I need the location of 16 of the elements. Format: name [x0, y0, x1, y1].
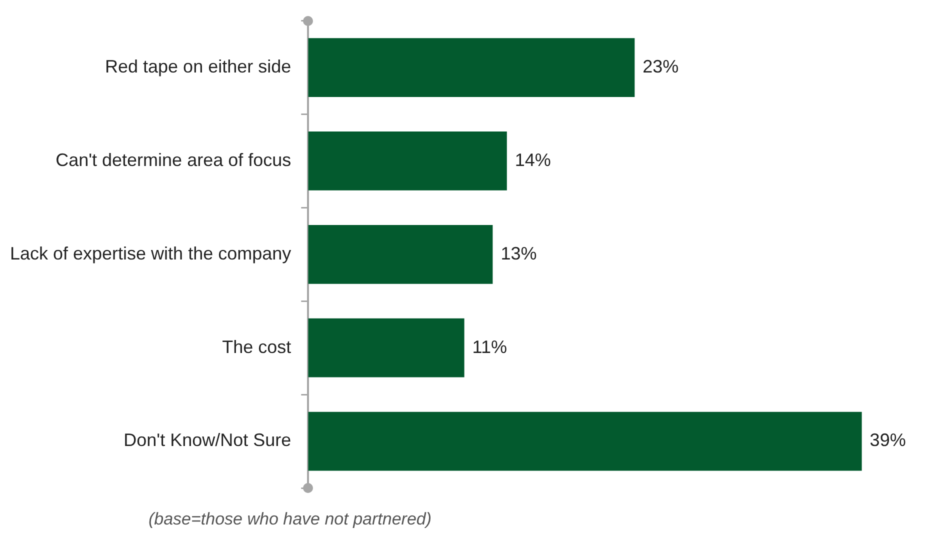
bar	[308, 318, 464, 378]
bar	[308, 412, 862, 471]
y-tick-label: Lack of expertise with the company	[10, 243, 292, 264]
y-tick-label: Don't Know/Not Sure	[124, 430, 292, 450]
data-label: 23%	[642, 56, 679, 76]
y-tick-label: The cost	[222, 336, 292, 357]
y-tick-label: Red tape on either side	[105, 56, 292, 76]
data-label: 13%	[500, 243, 537, 264]
bar	[308, 132, 507, 190]
bar	[308, 38, 635, 97]
y-tick-label: Can't determine area of focus	[56, 150, 292, 170]
data-label: 11%	[472, 336, 508, 357]
text: (base=those who have not partnered)	[148, 510, 432, 529]
bar	[308, 224, 493, 284]
data-label: 39%	[870, 430, 906, 450]
data-label: 14%	[514, 150, 551, 170]
